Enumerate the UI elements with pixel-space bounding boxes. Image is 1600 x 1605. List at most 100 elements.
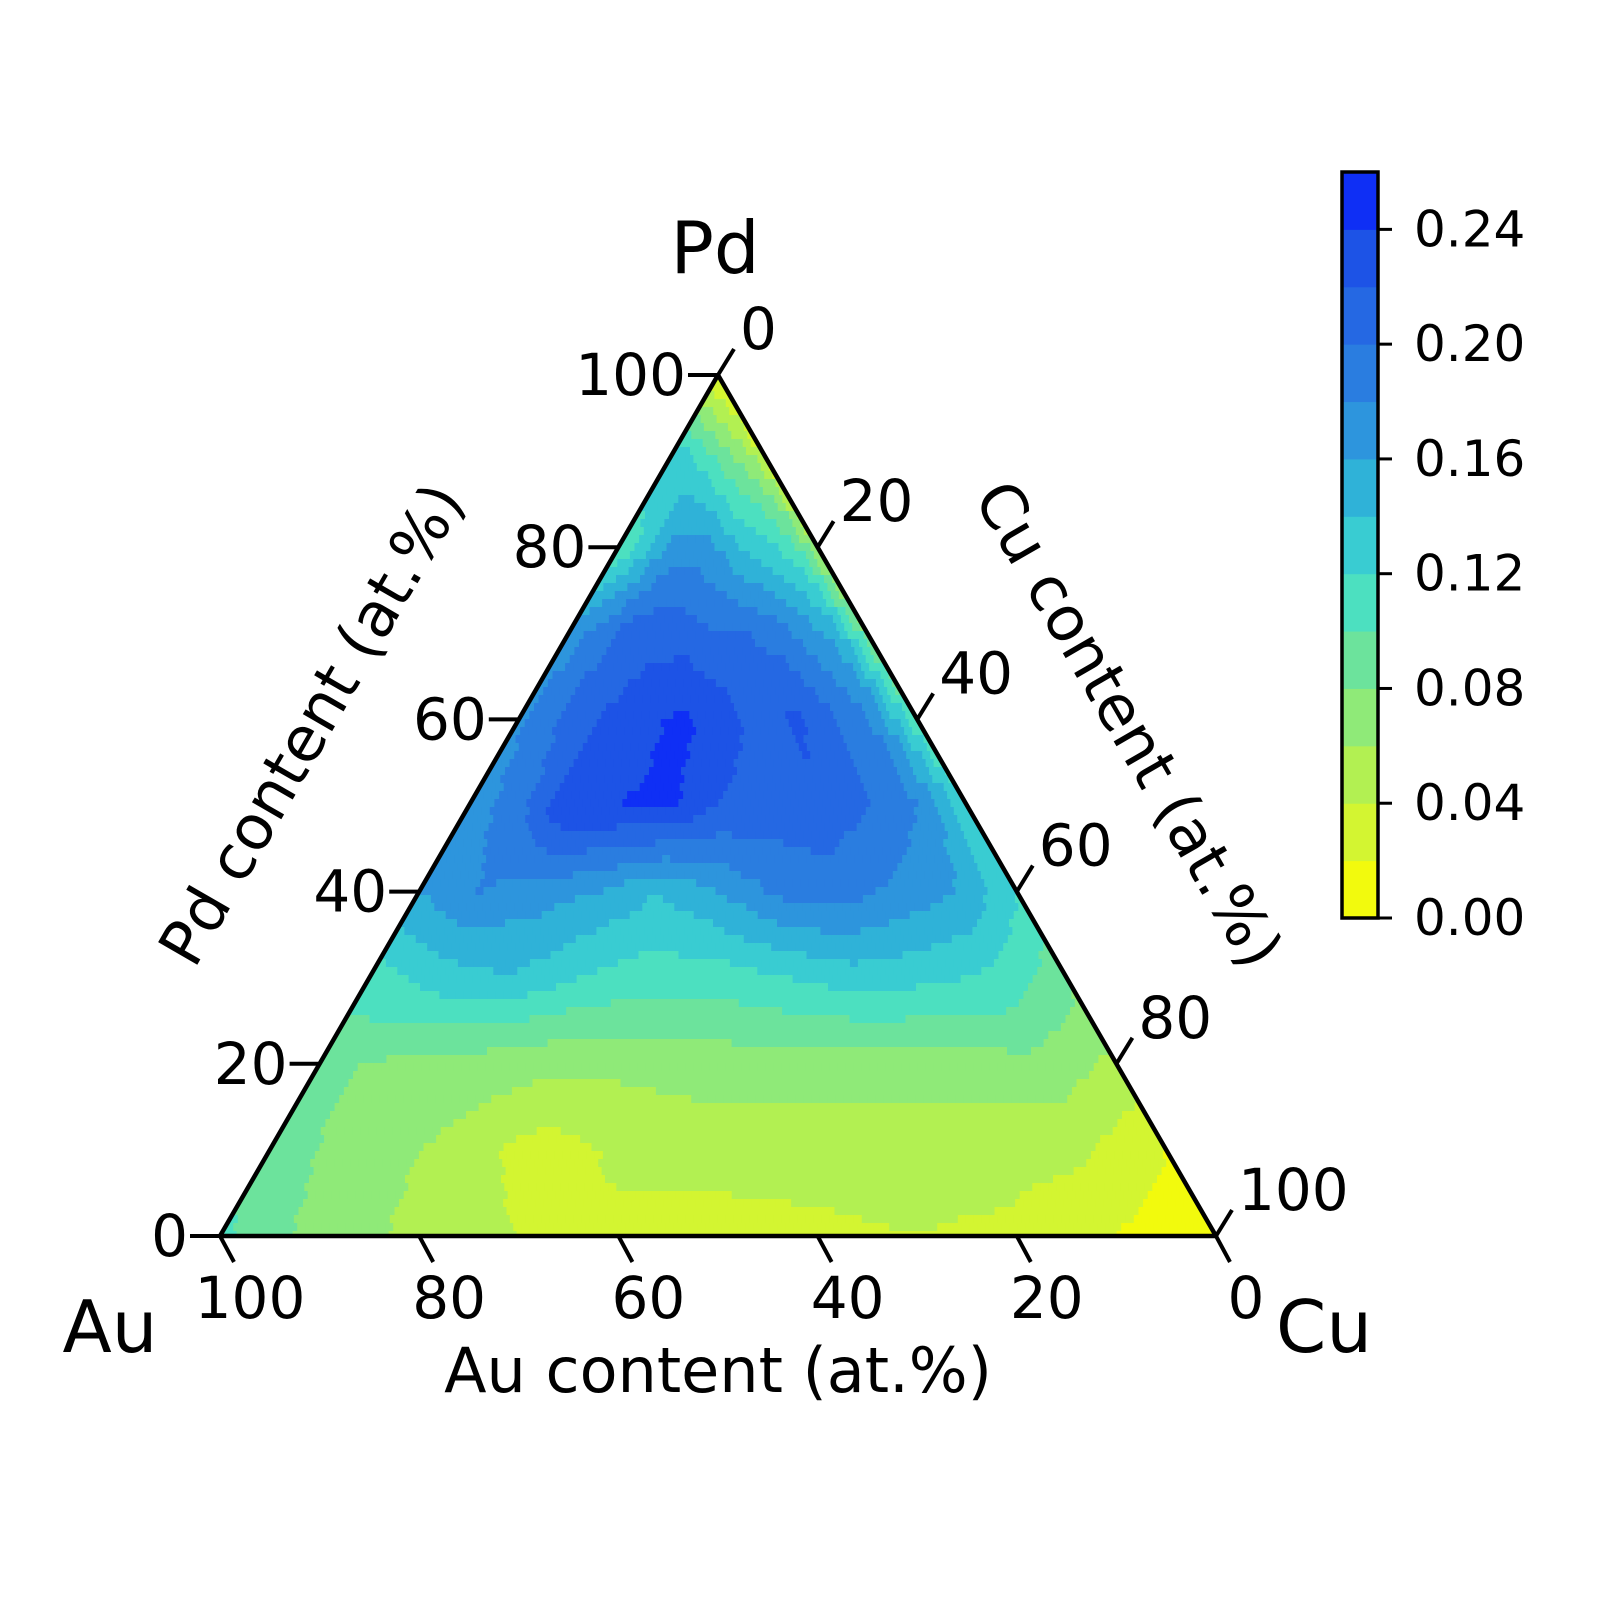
contour-cell [731, 679, 741, 688]
contour-cell [727, 1047, 736, 1056]
contour-cell [503, 1047, 512, 1056]
contour-cell [776, 823, 786, 832]
contour-cell [654, 703, 663, 712]
contour-cell [483, 831, 493, 840]
contour-cell [588, 927, 597, 936]
contour-cell [1100, 1079, 1110, 1088]
contour-cell [598, 855, 607, 864]
contour-cell [822, 855, 831, 864]
contour-cell [635, 1039, 645, 1048]
contour-cell [422, 1007, 431, 1016]
contour-cell [711, 839, 720, 848]
contour-cell [674, 599, 683, 608]
contour-cell [500, 775, 509, 784]
contour-cell [417, 1015, 427, 1024]
contour-cell [451, 943, 460, 952]
contour-cell [729, 503, 739, 512]
contour-cell [638, 647, 647, 656]
contour-cell [481, 919, 490, 928]
contour-cell [695, 535, 704, 544]
contour-cell [999, 1047, 1008, 1056]
contour-cell [694, 743, 704, 752]
contour-cell [971, 831, 981, 840]
contour-cell [736, 575, 745, 584]
contour-cell [783, 991, 792, 1000]
contour-cell [827, 1039, 837, 1048]
contour-cell [607, 783, 617, 792]
contour-cell [715, 735, 725, 744]
contour-cell [959, 1047, 968, 1056]
contour-cell [490, 999, 500, 1008]
contour-cell [860, 1023, 870, 1032]
contour-cell [789, 551, 799, 560]
contour-cell [857, 1071, 866, 1080]
contour-cell [886, 1007, 895, 1016]
contour-cell [933, 815, 942, 824]
contour-cell [713, 807, 723, 816]
contour-cell [758, 703, 767, 712]
contour-cell [567, 783, 577, 792]
contour-cell [336, 1031, 345, 1040]
contour-cell [739, 679, 749, 688]
contour-cell [660, 871, 670, 880]
contour-cell [356, 1079, 366, 1088]
contour-cell [680, 519, 689, 528]
contour-cell [820, 775, 829, 784]
contour-cell [736, 975, 746, 984]
contour-cell [739, 431, 748, 440]
contour-cell [502, 743, 512, 752]
contour-cell [562, 695, 572, 704]
contour-cell [656, 823, 666, 832]
contour-cell [1055, 1047, 1064, 1056]
contour-cell [950, 895, 960, 904]
contour-cell [614, 647, 623, 656]
contour-cell [674, 903, 683, 912]
contour-cell [529, 1071, 538, 1080]
contour-cell [623, 687, 632, 696]
contour-cell [865, 655, 875, 664]
contour-cell [703, 631, 713, 640]
contour-cell [554, 999, 564, 1008]
contour-cell [731, 735, 741, 744]
contour-cell [649, 919, 658, 928]
contour-cell [636, 719, 646, 728]
contour-cell [683, 735, 693, 744]
contour-cell [873, 767, 882, 776]
contour-cell [792, 519, 801, 528]
contour-cell [499, 1039, 509, 1048]
contour-cell [778, 695, 788, 704]
contour-cell [752, 727, 761, 736]
contour-cell [900, 775, 909, 784]
contour-cell [673, 1015, 683, 1024]
contour-cell [628, 1023, 638, 1032]
contour-cell [819, 679, 829, 688]
contour-cell [953, 959, 963, 968]
contour-cell [446, 1007, 455, 1016]
contour-cell [725, 1063, 735, 1072]
contour-cell [936, 879, 945, 888]
contour-cell [888, 727, 897, 736]
contour-cell [754, 599, 763, 608]
contour-cell [509, 967, 518, 976]
contour-cell [404, 1079, 414, 1088]
contour-cell [476, 871, 486, 880]
contour-cell [659, 943, 668, 952]
contour-cell [907, 831, 917, 840]
contour-cell [396, 1023, 406, 1032]
contour-cell [817, 959, 827, 968]
contour-cell [805, 967, 814, 976]
contour-cell [534, 895, 544, 904]
contour-cell [686, 951, 696, 960]
contour-cell [709, 967, 718, 976]
contour-cell [712, 879, 721, 888]
contour-cell [880, 671, 890, 680]
contour-cell [842, 695, 852, 704]
contour-cell [792, 615, 802, 624]
contour-cell [561, 807, 571, 816]
contour-cell [879, 991, 888, 1000]
contour-cell [371, 1039, 381, 1048]
contour-cell [641, 1071, 650, 1080]
contour-cell [826, 599, 835, 608]
contour-cell [756, 567, 766, 576]
contour-cell [432, 879, 441, 888]
